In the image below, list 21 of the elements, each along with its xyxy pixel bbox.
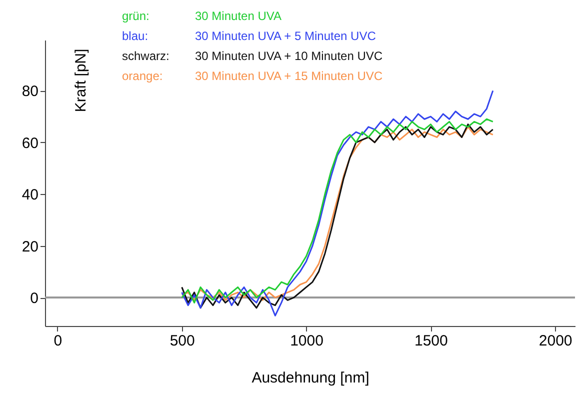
- text: 30 Minuten UVA: [195, 9, 282, 23]
- y-tick-label: 0: [30, 290, 38, 308]
- y-tick-label: 40: [22, 186, 38, 204]
- text: 30 Minuten UVA + 5 Minuten UVC: [195, 29, 376, 43]
- text: 30 Minuten UVA + 15 Minuten UVC: [195, 69, 383, 83]
- text: grün:: [122, 9, 150, 23]
- y-axis-title: Kraft [pN]: [72, 48, 90, 112]
- x-tick-label: 500: [170, 332, 195, 350]
- x-tick-label: 1500: [414, 332, 448, 350]
- y-tick-label: 60: [22, 134, 38, 152]
- annotation: orange:: [122, 69, 163, 83]
- y-tick-label: 20: [22, 238, 38, 256]
- annotation: schwarz:: [122, 49, 170, 63]
- y-tick-label: 80: [22, 83, 38, 100]
- x-tick-label: 2000: [538, 332, 572, 350]
- x-tick-label: 0: [54, 332, 62, 350]
- annotation: blau:: [122, 29, 148, 43]
- line-series: [181, 90, 494, 316]
- text: 30 Minuten UVA + 10 Minuten UVC: [195, 49, 383, 63]
- x-tick-label: 1000: [290, 332, 324, 350]
- x-axis-title: Ausdehnung [nm]: [252, 370, 370, 386]
